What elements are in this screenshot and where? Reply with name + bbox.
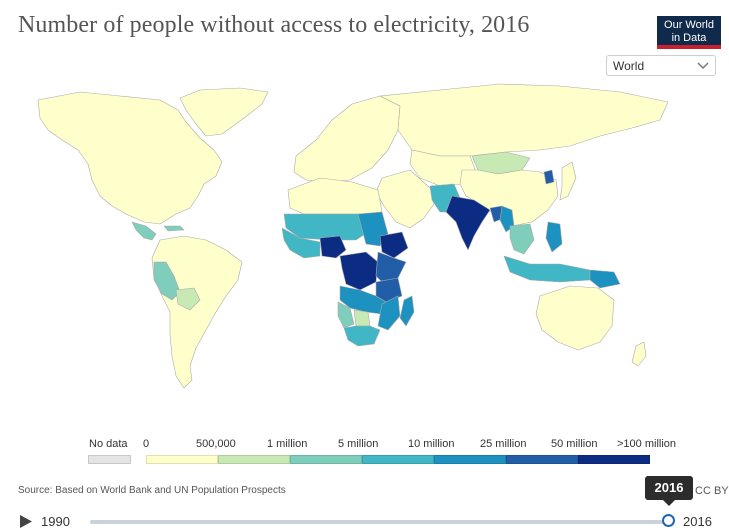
country-philippines[interactable] [545, 221, 563, 253]
country-south-america[interactable] [151, 235, 243, 389]
legend-swatch-3 [362, 455, 434, 464]
legend-swatch-2 [290, 455, 362, 464]
country-australia[interactable] [535, 285, 615, 351]
timeline-track[interactable] [90, 520, 668, 524]
timeline-handle[interactable] [662, 514, 675, 527]
country-china[interactable] [459, 169, 559, 227]
country-ethiopia[interactable] [379, 231, 409, 259]
country-europe[interactable] [293, 95, 401, 183]
country-dr-congo[interactable] [339, 251, 379, 291]
license-note[interactable]: CC BY [695, 485, 729, 497]
country-japan[interactable] [559, 161, 577, 201]
country-nigeria[interactable] [319, 235, 347, 259]
country-new-zealand[interactable] [631, 341, 647, 367]
source-note: Source: Based on World Bank and UN Popul… [18, 485, 286, 496]
legend-label-5: 25 million [480, 438, 527, 450]
map-legend: No data 0 500,000 1 million 5 million 10… [0, 438, 729, 468]
country-namibia[interactable] [337, 301, 355, 329]
country-central-america[interactable] [131, 221, 157, 241]
country-mozambique[interactable] [377, 295, 401, 331]
country-botswana[interactable] [353, 309, 371, 327]
legend-label-3: 5 million [338, 438, 379, 450]
legend-nodata-swatch [88, 455, 131, 464]
timeline-tooltip: 2016 [645, 476, 693, 506]
country-indonesia[interactable] [503, 255, 591, 283]
country-north-america[interactable] [37, 91, 223, 225]
country-greenland[interactable] [179, 87, 269, 137]
legend-swatch-6 [578, 455, 650, 464]
country-west-africa[interactable] [281, 227, 321, 259]
legend-swatch-0 [146, 455, 218, 464]
legend-nodata-label: No data [89, 438, 128, 450]
country-middle-east[interactable] [375, 169, 435, 229]
country-north-africa[interactable] [287, 177, 383, 215]
country-peru[interactable] [153, 261, 181, 301]
timeline-end-year: 2016 [683, 514, 712, 529]
country-caribbean[interactable] [163, 225, 185, 232]
country-russia[interactable] [379, 83, 669, 157]
chevron-down-icon [697, 62, 709, 70]
country-sahel[interactable] [283, 213, 369, 241]
country-south-africa[interactable] [343, 325, 381, 347]
legend-swatch-4 [434, 455, 506, 464]
owid-logo[interactable]: Our World in Data [657, 16, 721, 49]
country-madagascar[interactable] [399, 295, 415, 327]
timeline: 1990 2016 2016 [0, 476, 729, 531]
legend-label-2: 1 million [267, 438, 308, 450]
logo-line2: in Data [671, 32, 707, 44]
legend-label-6: 50 million [551, 438, 598, 450]
world-map[interactable] [0, 80, 729, 430]
country-southeast-asia[interactable] [509, 223, 535, 255]
legend-label-0: 0 [143, 438, 150, 450]
legend-swatch-1 [218, 455, 290, 464]
legend-swatch-5 [506, 455, 578, 464]
country-papua-new-guinea[interactable] [589, 269, 621, 289]
country-india[interactable] [445, 195, 491, 251]
country-north-korea[interactable] [543, 169, 555, 185]
logo-line1: Our World [664, 19, 714, 31]
legend-label-7: >100 million [617, 438, 677, 450]
legend-label-1: 500,000 [196, 438, 236, 450]
region-select-value: World [613, 59, 645, 73]
country-bolivia[interactable] [175, 287, 201, 311]
region-select[interactable]: World [606, 55, 716, 76]
chart-title: Number of people without access to elect… [18, 12, 530, 38]
timeline-start-year: 1990 [41, 514, 70, 529]
play-icon[interactable] [19, 514, 33, 529]
legend-label-4: 10 million [408, 438, 455, 450]
